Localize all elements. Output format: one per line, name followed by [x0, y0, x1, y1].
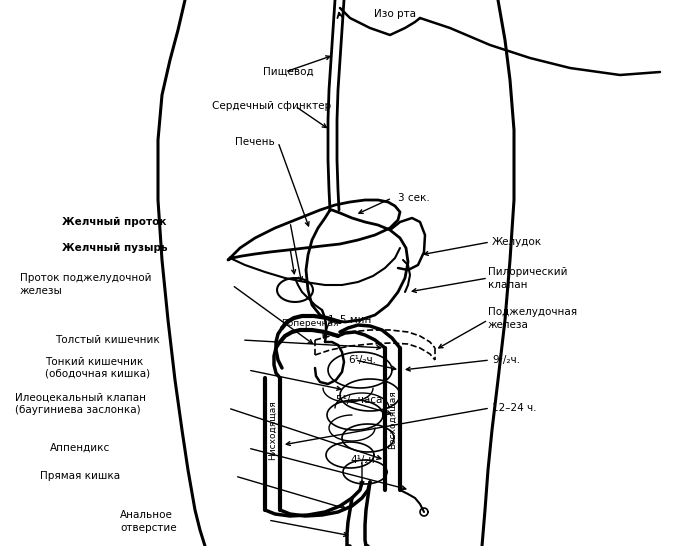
Text: клапан: клапан	[488, 280, 527, 290]
Text: Пищевод: Пищевод	[263, 67, 313, 77]
Text: Анальное: Анальное	[120, 510, 173, 520]
Text: 12–24 ч.: 12–24 ч.	[492, 403, 537, 413]
Text: Желчный пузырь: Желчный пузырь	[62, 243, 167, 253]
Text: Желчный проток: Желчный проток	[62, 217, 167, 227]
Text: (баугиниева заслонка): (баугиниева заслонка)	[15, 405, 141, 415]
Text: Аппендикс: Аппендикс	[50, 443, 110, 453]
Text: Поперечная: Поперечная	[281, 319, 339, 329]
Text: 3 сек.: 3 сек.	[398, 193, 430, 203]
Text: Сердечный сфинктер: Сердечный сфинктер	[212, 101, 331, 111]
Text: Восходящая: Восходящая	[387, 390, 397, 449]
Text: 6¹/₂ч.: 6¹/₂ч.	[348, 355, 376, 365]
Text: Проток поджелудочной: Проток поджелудочной	[20, 273, 152, 283]
Text: Нисходящая: Нисходящая	[268, 400, 277, 460]
Text: Поджелудочная: Поджелудочная	[488, 307, 577, 317]
Text: Пилорический: Пилорический	[488, 267, 568, 277]
Text: Желудок: Желудок	[492, 237, 542, 247]
Text: Тонкий кишечник: Тонкий кишечник	[45, 357, 143, 367]
Text: 9¹/₂ч.: 9¹/₂ч.	[492, 355, 520, 365]
Text: железы: железы	[20, 286, 63, 296]
Text: 1–5 мин: 1–5 мин	[328, 315, 372, 325]
Text: (ободочная кишка): (ободочная кишка)	[45, 369, 150, 379]
Text: железа: железа	[488, 320, 529, 330]
Text: Печень: Печень	[235, 137, 275, 147]
Text: Прямая кишка: Прямая кишка	[40, 471, 120, 481]
Text: 5¹/₂ часа: 5¹/₂ часа	[336, 395, 382, 405]
Text: отверстие: отверстие	[120, 523, 177, 533]
Text: Илеоцекальный клапан: Илеоцекальный клапан	[15, 393, 146, 403]
Text: Изо рта: Изо рта	[374, 9, 416, 19]
Text: Толстый кишечник: Толстый кишечник	[55, 335, 160, 345]
Text: 4¹/₂ч: 4¹/₂ч	[350, 455, 374, 465]
